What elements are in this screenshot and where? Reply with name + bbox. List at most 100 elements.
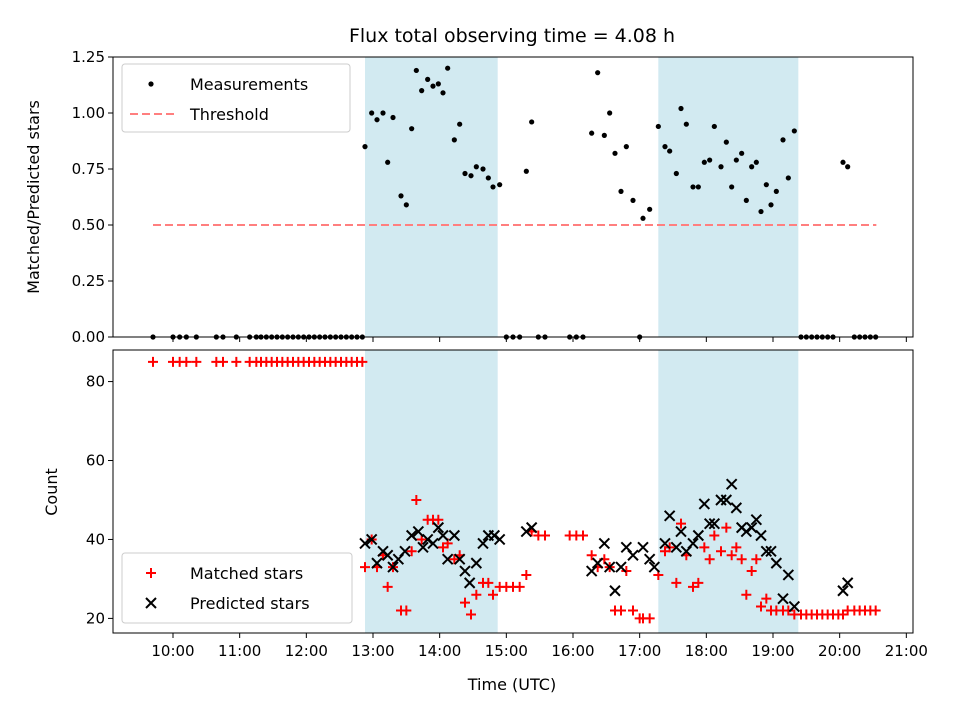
measurements-point <box>473 164 479 170</box>
x-tick-label: 14:00 <box>418 642 461 660</box>
measurements-point <box>440 90 446 96</box>
x-tick-label: 13:00 <box>351 642 394 660</box>
matched-stars-point <box>231 356 242 367</box>
measurements-point <box>457 121 463 127</box>
measurements-point <box>409 126 415 132</box>
y-tick-label: 80 <box>86 373 105 391</box>
predicted-stars-point <box>648 561 661 573</box>
matched-stars-point <box>704 554 715 565</box>
predicted-stars-point <box>437 529 449 542</box>
legend-measurements-label: Measurements <box>190 75 308 94</box>
matched-stars-point <box>741 589 752 600</box>
measurements-point <box>845 164 851 170</box>
x-axis-label: Time (UTC) <box>467 675 556 694</box>
predicted-stars-point <box>788 600 801 613</box>
predicted-stars-point <box>585 565 598 577</box>
count-legend-box <box>121 552 353 624</box>
measurements-point <box>398 193 404 199</box>
predicted-stars-point <box>837 585 849 597</box>
legend-predicted-marker <box>145 597 157 609</box>
measurements-point <box>640 215 646 221</box>
x-tick-label: 11:00 <box>218 642 261 660</box>
measurements-point <box>451 137 457 143</box>
matched-stars-point <box>746 566 757 577</box>
x-tick-label: 19:00 <box>751 642 794 660</box>
matched-stars-point <box>688 581 698 592</box>
x-tick-label: 18:00 <box>685 642 728 660</box>
measurements-point <box>763 182 769 188</box>
matched-stars-point <box>726 550 737 561</box>
matched-stars-point <box>721 522 732 533</box>
predicted-stars-point <box>441 553 454 565</box>
matched-stars-point <box>676 518 686 529</box>
x-tick-label: 16:00 <box>551 642 594 660</box>
ratio-panel-ylabel: Matched/Predicted stars <box>24 100 43 294</box>
measurements-point <box>612 150 618 156</box>
measurements-point <box>773 188 779 194</box>
y-tick-label: 60 <box>86 452 105 470</box>
predicted-stars-point <box>453 553 466 565</box>
ratio-legend: Measurements Threshold <box>121 63 351 133</box>
count-panel-frame <box>112 349 914 634</box>
measurements-point <box>768 202 774 208</box>
count-panel-ylabel: Count <box>42 468 61 516</box>
matched-stars-point <box>411 494 422 505</box>
predicted-stars-point <box>427 537 439 550</box>
predicted-stars-point <box>365 533 378 546</box>
y-tick-label: 0.75 <box>72 160 105 178</box>
measurements-point <box>678 105 684 112</box>
predicted-stars-point <box>782 569 795 581</box>
y-tick-label: 0.50 <box>72 216 105 234</box>
measurements-point <box>490 184 496 190</box>
measurements-point <box>718 164 724 170</box>
predicted-stars-point <box>417 541 429 554</box>
predicted-stars-point <box>841 577 854 589</box>
matched-stars-point <box>488 589 498 600</box>
measurements-point <box>655 123 661 130</box>
matched-stars-point <box>628 605 638 616</box>
matched-stars-point <box>586 550 597 561</box>
observing-window-band <box>365 350 498 633</box>
predicted-stars-point <box>643 553 656 565</box>
predicted-stars-point <box>675 525 687 538</box>
predicted-stars-point <box>777 592 789 605</box>
measurements-point <box>390 114 396 121</box>
x-tick-label: 20:00 <box>818 642 861 660</box>
matched-stars-point <box>218 356 228 367</box>
measurements-point <box>723 139 729 145</box>
predicted-stars-point <box>371 557 383 569</box>
y-tick-label: 1.00 <box>72 104 105 122</box>
matched-stars-point <box>870 605 881 616</box>
measurements-point <box>485 175 491 181</box>
measurements-point <box>607 110 613 116</box>
predicted-stars-point <box>670 541 683 554</box>
matched-stars-point <box>736 554 747 565</box>
matched-stars-point <box>716 546 726 557</box>
matched-stars-point <box>616 605 626 616</box>
predicted-stars-point <box>459 565 471 577</box>
predicted-stars-point <box>720 494 733 506</box>
measurements-point <box>462 170 468 177</box>
predicted-stars-point <box>470 557 483 569</box>
measurements-point <box>601 132 607 138</box>
measurements-point <box>690 184 696 190</box>
measurements-point <box>362 144 368 150</box>
predicted-stars-point <box>745 521 758 534</box>
predicted-stars-point <box>448 529 461 542</box>
measurements-point <box>618 188 624 194</box>
measurements-point <box>529 119 535 125</box>
measurements-point <box>785 175 791 181</box>
matched-stars-point <box>761 593 772 604</box>
y-tick-label: 0.25 <box>72 272 105 290</box>
y-tick-label: 20 <box>86 609 105 627</box>
measurements-point <box>733 157 739 163</box>
measurements-point <box>711 123 717 130</box>
matched-stars-point <box>401 605 412 616</box>
predicted-stars-point <box>708 517 721 530</box>
matched-stars-point <box>449 554 460 565</box>
measurements-point <box>468 173 474 179</box>
matched-stars-point <box>709 530 720 541</box>
predicted-stars-point <box>405 529 418 542</box>
measurements-point <box>369 110 375 116</box>
